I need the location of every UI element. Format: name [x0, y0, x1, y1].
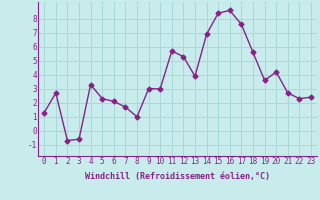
- X-axis label: Windchill (Refroidissement éolien,°C): Windchill (Refroidissement éolien,°C): [85, 172, 270, 181]
